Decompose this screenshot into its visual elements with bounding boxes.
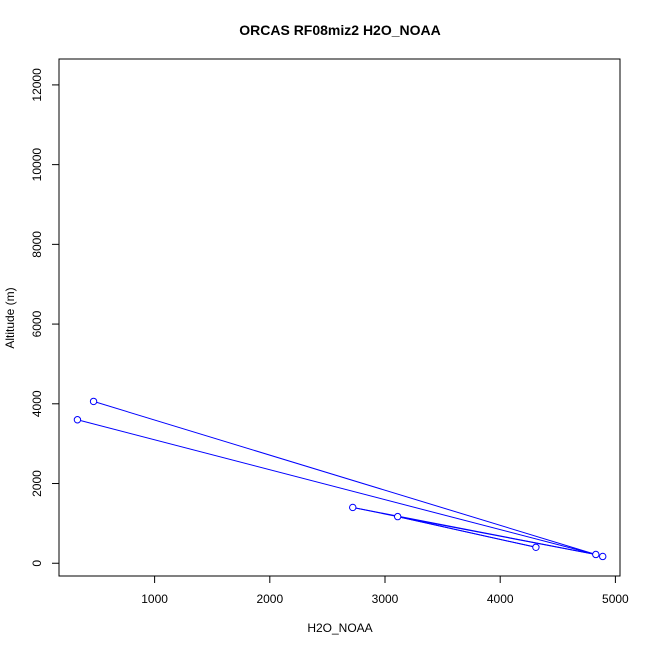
series-segment xyxy=(77,419,596,555)
data-point xyxy=(349,503,357,512)
chart-title: ORCAS RF08miz2 H2O_NOAA xyxy=(239,22,441,38)
data-point xyxy=(599,552,607,561)
x-axis-label: H2O_NOAA xyxy=(307,621,372,635)
y-axis-label: Altitude (m) xyxy=(3,287,17,348)
plot-frame xyxy=(58,58,621,577)
x-tick-label: 4000 xyxy=(487,592,514,606)
x-tick-label: 3000 xyxy=(372,592,399,606)
y-tick-label: 4000 xyxy=(30,390,44,417)
y-tick-label: 2000 xyxy=(30,470,44,497)
y-tick-label: 12000 xyxy=(30,68,44,102)
y-axis: 0 2000 4000 6000 8000 10000 12000 xyxy=(30,68,60,567)
y-tick-label: 10000 xyxy=(30,148,44,182)
series-segment xyxy=(93,400,596,555)
data-point xyxy=(532,543,540,551)
data-point xyxy=(393,512,402,521)
x-axis: 1000 2000 3000 4000 5000 xyxy=(141,575,629,606)
y-tick-label: 6000 xyxy=(30,310,44,337)
x-tick-label: 1000 xyxy=(141,592,168,606)
x-tick-label: 2000 xyxy=(256,592,283,606)
series-segment xyxy=(397,516,537,548)
data-point xyxy=(89,397,98,406)
series-lines xyxy=(77,400,596,555)
y-tick-label: 0 xyxy=(30,560,44,567)
y-tick-label: 8000 xyxy=(30,231,44,258)
series-segment xyxy=(352,506,596,555)
data-point xyxy=(73,416,82,424)
series-points xyxy=(73,397,607,561)
data-point xyxy=(592,550,600,559)
x-tick-label: 5000 xyxy=(602,592,629,606)
